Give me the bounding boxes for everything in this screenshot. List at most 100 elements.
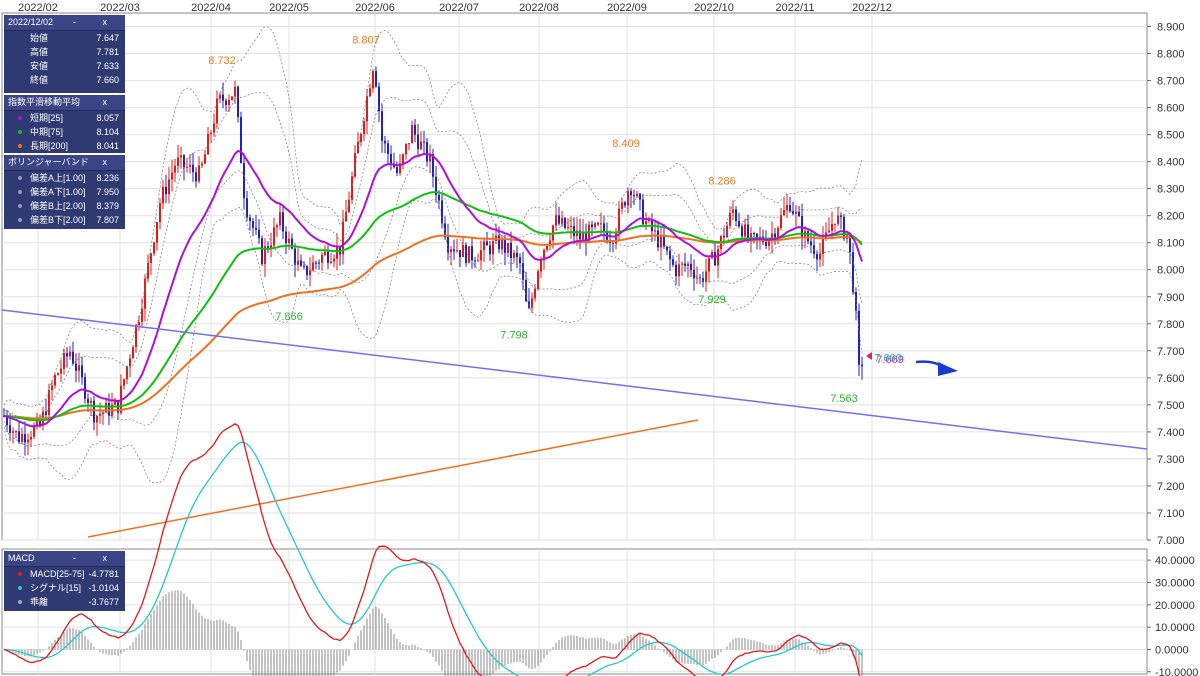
candle-body — [375, 71, 377, 87]
candle-body — [66, 353, 68, 357]
ohlc-open-row: 始値 7.647 — [4, 31, 125, 45]
candle-body — [756, 233, 758, 238]
candle-body — [561, 217, 563, 224]
candle-body — [366, 96, 368, 122]
divergence-row: 乖離 -3.7677 — [4, 595, 125, 609]
candle-body — [477, 260, 479, 262]
candle-body — [828, 230, 830, 233]
panel-controls[interactable]: - x — [73, 157, 119, 167]
band-b-lower-row: 偏差B下[2.00] 7.807 — [4, 213, 125, 227]
ohlc-date: 2022/12/02 — [8, 17, 54, 27]
candle-body — [402, 154, 404, 164]
candle-body — [213, 123, 215, 133]
candle-body — [675, 264, 677, 277]
candle-body — [543, 249, 545, 261]
ohlc-high-label: 高値 — [30, 47, 49, 57]
candle-body — [759, 236, 761, 238]
ohlc-panel-header[interactable]: 2022/12/02 - x — [4, 15, 125, 31]
candle-body — [147, 262, 149, 279]
candle-body — [507, 242, 509, 253]
macd-line — [3, 423, 861, 676]
macd-panel-header[interactable]: MACD - x — [4, 551, 125, 567]
candle-body — [795, 211, 797, 214]
candle-body — [282, 212, 284, 232]
candle-body — [564, 217, 566, 228]
candle-body — [162, 186, 164, 204]
candle-body — [261, 238, 263, 265]
macd-y-tick-label: 0.0000 — [1155, 644, 1189, 656]
ema-mid-value: 8.104 — [96, 127, 119, 137]
last-price-marker-icon — [866, 352, 872, 360]
candle-body — [618, 208, 620, 233]
band-b-lower-value: 7.807 — [96, 215, 119, 225]
bollinger-panel-header[interactable]: ボリンジャーバンド - x — [4, 155, 125, 171]
candle-body — [78, 365, 80, 371]
candle-body — [534, 288, 536, 299]
candle-body — [630, 191, 632, 196]
candle-body — [21, 434, 23, 442]
candle-body — [525, 279, 527, 302]
candle-body — [834, 223, 836, 225]
bollinger-b-upper-line — [3, 26, 863, 408]
candle-body — [861, 364, 863, 367]
candle-body — [336, 246, 338, 259]
candle-body — [39, 418, 41, 426]
panel-controls[interactable]: - x — [73, 97, 119, 107]
candle-body — [681, 263, 683, 265]
divergence-dot-icon — [18, 600, 22, 604]
candle-body — [627, 191, 629, 206]
candle-body — [576, 230, 578, 237]
candle-body — [225, 100, 227, 105]
ema-panel-header[interactable]: 指数平滑移動平均 - x — [4, 95, 125, 111]
candle-body — [285, 231, 287, 243]
panel-controls[interactable]: - x — [73, 17, 119, 27]
candle-body — [48, 390, 50, 415]
candle-body — [600, 223, 602, 225]
ema-mid-dot-icon — [18, 130, 22, 134]
price-annotation: 7.660 — [874, 353, 902, 365]
band-a-upper-value: 8.236 — [96, 173, 119, 183]
price-annotation: 8.286 — [708, 175, 736, 187]
candle-body — [816, 253, 818, 260]
candle-body — [489, 245, 491, 255]
candle-body — [105, 403, 107, 413]
candle-body — [288, 238, 290, 243]
candle-body — [231, 96, 233, 100]
candle-body — [822, 237, 824, 254]
candle-body — [360, 134, 362, 142]
ohlc-close-label: 終値 — [30, 75, 49, 85]
candle-body — [306, 265, 308, 276]
candle-body — [363, 121, 365, 135]
candle-body — [522, 263, 524, 280]
candle-body — [330, 261, 332, 263]
candle-body — [195, 172, 197, 182]
candle-body — [405, 144, 407, 155]
candle-body — [159, 203, 161, 223]
candle-body — [267, 246, 269, 249]
candle-body — [60, 368, 62, 374]
candle-body — [624, 202, 626, 206]
candle-body — [321, 254, 323, 263]
candle-body — [318, 262, 320, 264]
price-annotation: 7.669 — [876, 354, 904, 366]
candle-body — [480, 250, 482, 261]
candle-body — [87, 398, 89, 403]
macd-panel-title: MACD — [8, 553, 35, 563]
panel-controls[interactable]: - x — [73, 553, 119, 563]
candle-body — [780, 215, 782, 228]
candle-body — [174, 165, 176, 173]
y-tick-label: 7.200 — [1157, 481, 1185, 493]
candle-body — [747, 224, 749, 240]
candle-body — [597, 223, 599, 225]
bollinger-b-lower-line — [3, 198, 863, 484]
candle-body — [123, 379, 125, 386]
y-tick-label: 8.800 — [1157, 49, 1185, 61]
candle-body — [531, 298, 533, 308]
candle-body — [327, 251, 329, 263]
candle-body — [711, 252, 713, 258]
candle-body — [171, 172, 173, 180]
candle-body — [636, 193, 638, 197]
ema-short-value: 8.057 — [96, 113, 119, 123]
x-tick-label: 2022/04 — [191, 2, 231, 14]
candle-body — [744, 224, 746, 237]
